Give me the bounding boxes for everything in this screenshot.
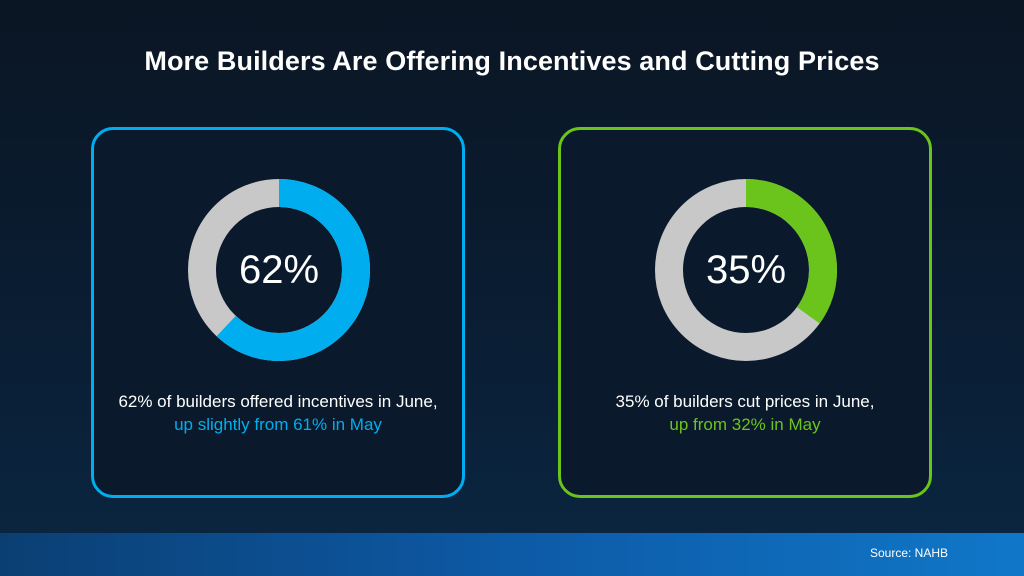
incentives-percent-label: 62% <box>238 248 320 292</box>
price-cuts-donut-arc <box>655 179 837 361</box>
incentives-caption-main: 62% of builders offered incentives in Ju… <box>118 392 438 411</box>
price-cuts-percent-label: 35% <box>705 248 787 292</box>
price-cuts-caption: 35% of builders cut prices in June, up f… <box>575 390 915 436</box>
incentives-donut-svg <box>188 179 370 361</box>
price-cuts-caption-main: 35% of builders cut prices in June, <box>615 392 875 411</box>
incentives-caption: 62% of builders offered incentives in Ju… <box>108 390 448 436</box>
price-cuts-donut-chart: 35% <box>654 178 838 362</box>
page-title: More Builders Are Offering Incentives an… <box>144 46 880 76</box>
incentives-donut-arc <box>188 179 370 361</box>
source-label: Source: NAHB <box>869 546 948 560</box>
price-cuts-card: 35% 35% of builders cut prices in June, … <box>558 127 932 498</box>
price-cuts-donut-svg <box>655 179 837 361</box>
incentives-donut-chart: 62% <box>187 178 371 362</box>
footer-bar: Source: NAHB <box>0 533 1024 576</box>
incentives-card: 62% 62% of builders offered incentives i… <box>91 127 465 498</box>
price-cuts-caption-highlight: up from 32% in May <box>669 415 821 434</box>
incentives-caption-highlight: up slightly from 61% in May <box>174 415 382 434</box>
